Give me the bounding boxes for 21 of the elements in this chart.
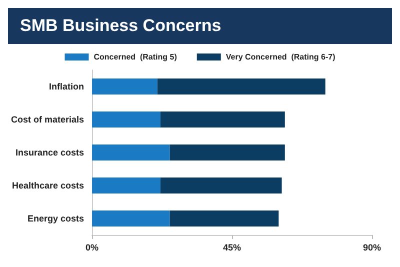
- bar: [92, 178, 160, 194]
- y-tick-label: Healthcare costs: [12, 180, 84, 190]
- x-tick-label: 45%: [223, 242, 242, 252]
- bar: [92, 144, 170, 160]
- x-tick-label: 90%: [362, 242, 382, 252]
- y-tick-label: Cost of materials: [10, 114, 84, 124]
- bar: [160, 178, 282, 194]
- x-tick-label: 0%: [86, 242, 99, 252]
- y-tick-label: Energy costs: [27, 214, 84, 224]
- legend-label: Very Concerned (Rating 6-7): [226, 52, 336, 62]
- legend-label: Concerned (Rating 5): [94, 52, 178, 62]
- y-tick-label: Insurance costs: [15, 148, 84, 158]
- bar: [160, 112, 285, 128]
- chart-title: SMB Business Concerns: [8, 8, 392, 44]
- bar: [170, 210, 279, 226]
- bar: [157, 78, 326, 94]
- bar: [170, 144, 285, 160]
- bar: [92, 210, 170, 226]
- bar: [92, 112, 160, 128]
- y-tick-label: Inflation: [49, 82, 84, 92]
- bar: [92, 78, 158, 94]
